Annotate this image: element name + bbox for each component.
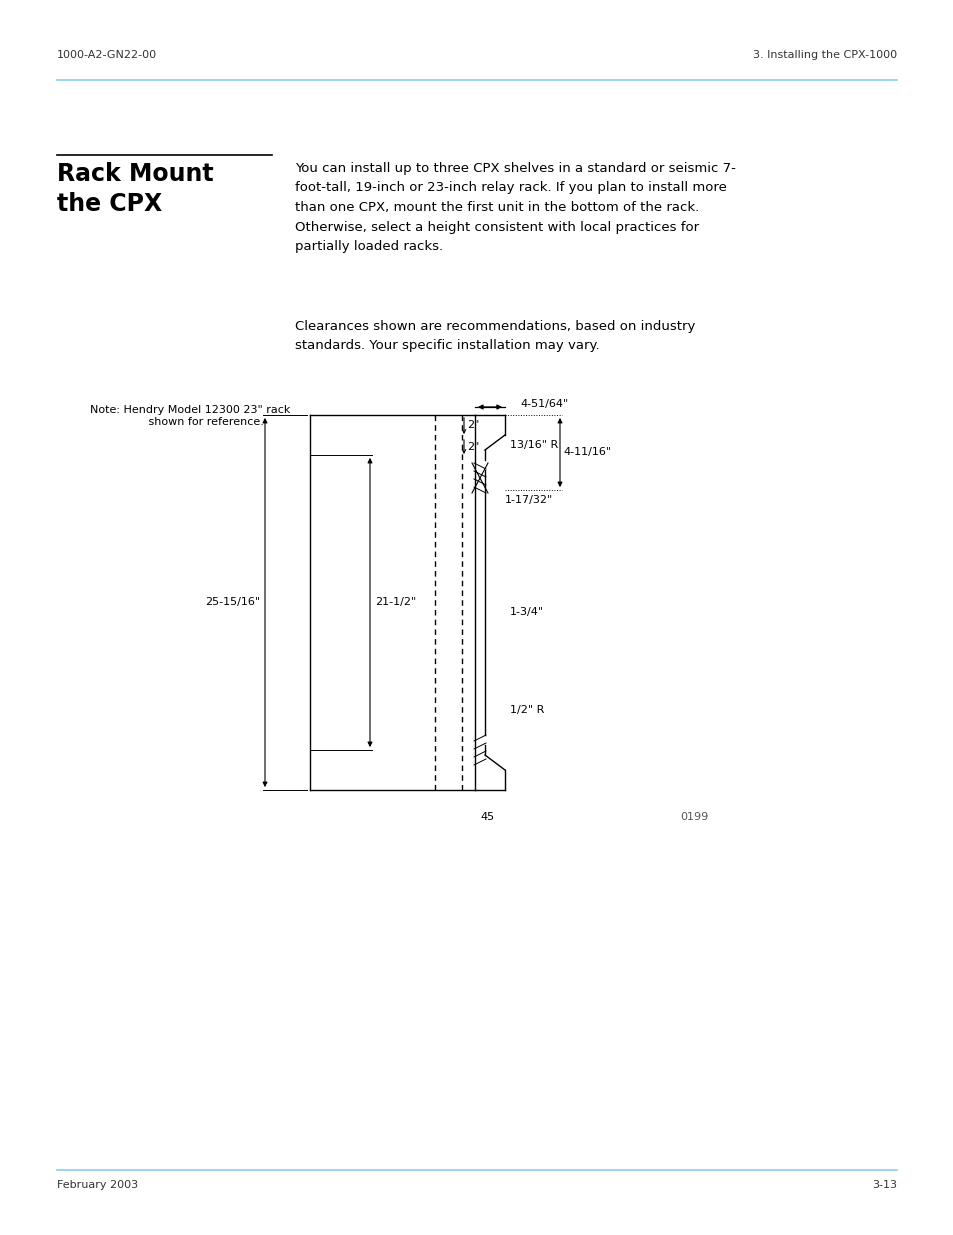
Text: 21-1/2": 21-1/2" xyxy=(375,598,416,608)
Text: 4-51/64": 4-51/64" xyxy=(519,399,568,409)
Text: 0199: 0199 xyxy=(679,811,707,823)
Text: Rack Mount
the CPX: Rack Mount the CPX xyxy=(57,162,213,216)
Text: 45: 45 xyxy=(479,811,494,823)
Text: 2": 2" xyxy=(467,442,478,452)
Text: Note: Hendry Model 12300 23" rack
         shown for reference.: Note: Hendry Model 12300 23" rack shown … xyxy=(90,405,290,426)
Text: 1-3/4": 1-3/4" xyxy=(510,606,543,618)
Text: February 2003: February 2003 xyxy=(57,1179,138,1191)
Text: Clearances shown are recommendations, based on industry
standards. Your specific: Clearances shown are recommendations, ba… xyxy=(294,320,695,352)
Text: You can install up to three CPX shelves in a standard or seismic 7-
foot-tall, 1: You can install up to three CPX shelves … xyxy=(294,162,735,253)
Text: 2": 2" xyxy=(467,420,478,430)
Text: 3. Installing the CPX-1000: 3. Installing the CPX-1000 xyxy=(752,49,896,61)
Text: 25-15/16": 25-15/16" xyxy=(205,598,260,608)
Text: 1000-A2-GN22-00: 1000-A2-GN22-00 xyxy=(57,49,157,61)
Text: 1-17/32": 1-17/32" xyxy=(504,495,553,505)
Text: 1/2" R: 1/2" R xyxy=(510,705,544,715)
Text: 4-11/16": 4-11/16" xyxy=(562,447,611,457)
Text: 3-13: 3-13 xyxy=(871,1179,896,1191)
Text: 13/16" R: 13/16" R xyxy=(510,440,558,450)
